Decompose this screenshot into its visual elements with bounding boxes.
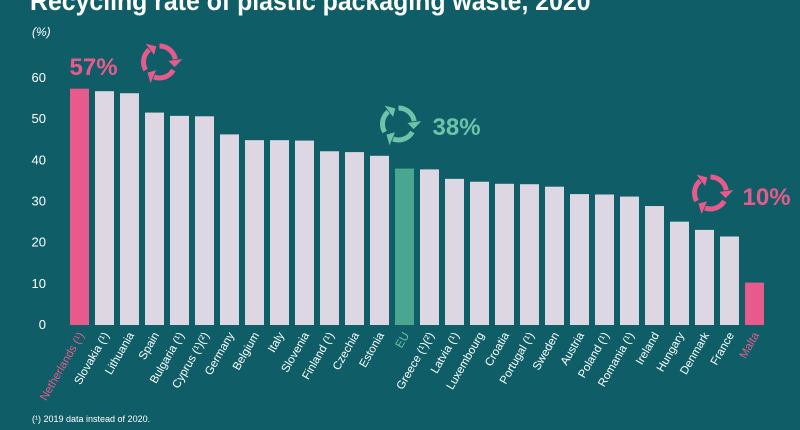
bar-poland — [595, 194, 614, 325]
bar-ireland — [645, 206, 664, 325]
bar-france — [720, 236, 739, 325]
bar-cyprus — [195, 116, 214, 325]
bar-italy — [270, 140, 289, 325]
category-label: Estonia — [358, 330, 388, 370]
bar-spain — [145, 112, 164, 325]
y-tick-label: 10 — [32, 276, 46, 291]
bar-estonia — [370, 155, 389, 325]
category-labels: Netherlands (¹)Slovakia (¹)Lithuania Spai… — [38, 330, 762, 403]
category-label: EU — [394, 331, 412, 351]
bars-group — [70, 88, 764, 326]
bar-czechia — [345, 152, 364, 325]
bar-malta — [745, 282, 764, 325]
category-label: France — [709, 331, 737, 368]
bar-latvia — [445, 178, 464, 325]
bar-sweden — [545, 186, 564, 325]
y-tick-label: 50 — [32, 111, 46, 126]
bar-austria — [570, 194, 589, 325]
y-tick-label: 40 — [32, 152, 46, 167]
recycle-icon — [141, 43, 183, 84]
bar-netherlands — [70, 88, 89, 325]
bar-eu — [395, 168, 414, 325]
bar-romania — [620, 196, 639, 325]
bar-denmark — [695, 229, 714, 325]
bar-lithuania — [120, 93, 139, 326]
bar-hungary — [670, 221, 689, 325]
bar-bulgaria — [170, 115, 189, 325]
chart-title: Recycling rate of plastic packaging wast… — [30, 0, 591, 16]
recycle-icon — [692, 174, 734, 215]
bar-croatia — [495, 183, 514, 325]
bar-belgium — [245, 140, 264, 325]
bar-luxembourg — [470, 181, 489, 325]
callout-value: 10% — [743, 184, 791, 211]
callouts-group: 57% 38% 10% — [70, 43, 791, 215]
bar-slovenia — [295, 140, 314, 325]
category-label: Malta — [738, 330, 763, 361]
callout-value: 38% — [433, 114, 481, 141]
bar-greece — [420, 169, 439, 325]
bar-finland — [320, 151, 339, 325]
callout-value: 57% — [70, 54, 118, 81]
y-tick-label: 60 — [32, 70, 46, 85]
recycle-icon — [380, 105, 422, 146]
y-axis-unit-label: (%) — [32, 25, 51, 39]
y-tick-label: 0 — [39, 317, 46, 332]
footnote: (¹) 2019 data instead of 2020. — [32, 414, 151, 424]
category-label: Spain — [137, 331, 162, 362]
y-tick-label: 30 — [32, 194, 46, 209]
bar-slovakia — [95, 91, 114, 325]
y-axis-ticks: 0 10 20 30 40 50 60 — [32, 70, 46, 332]
bar-germany — [220, 134, 239, 325]
bar-portugal — [520, 184, 539, 325]
category-label: Italy — [266, 330, 287, 354]
y-tick-label: 20 — [32, 235, 46, 250]
